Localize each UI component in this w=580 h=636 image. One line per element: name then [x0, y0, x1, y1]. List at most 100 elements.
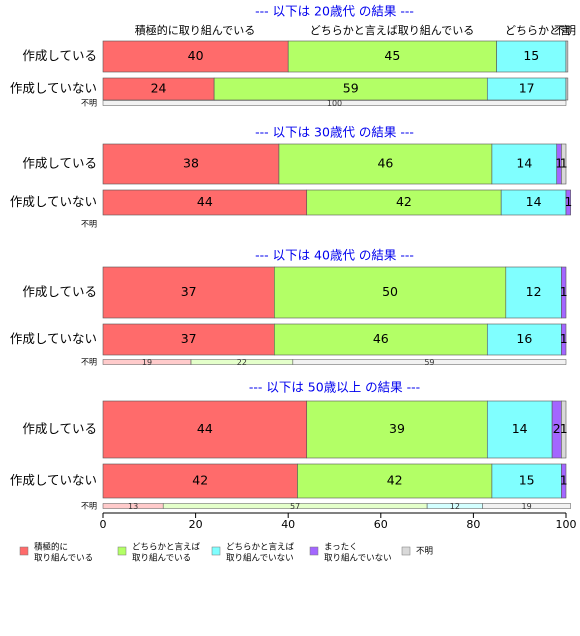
data-label: 37 [181, 284, 197, 299]
legend-swatch [117, 546, 127, 556]
data-label: 1 [560, 331, 568, 346]
unknown-segment [292, 359, 567, 365]
bar-segment [561, 143, 567, 185]
row-label: 作成していない [10, 473, 97, 488]
unknown-row-label: 不明 [81, 220, 97, 229]
unknown-row-label: 不明 [81, 358, 97, 367]
bar-segment [274, 323, 488, 356]
data-label: 1 [564, 194, 572, 209]
data-label: 14 [512, 421, 528, 436]
bar-segment [561, 400, 567, 459]
legend-swatch [19, 546, 29, 556]
unknown-data-label: 59 [424, 358, 434, 367]
data-label: 15 [523, 48, 539, 63]
legend-label: 取り組んでいない [226, 553, 294, 564]
unknown-data-label: 19 [522, 502, 532, 511]
row-label: 作成していない [10, 194, 97, 209]
bar-segment [306, 189, 502, 216]
legend-swatch [309, 546, 319, 556]
unknown-row-label: 不明 [81, 99, 97, 108]
data-label: 1 [560, 421, 568, 436]
legend-label: まったく [324, 543, 358, 553]
data-label: 14 [516, 156, 532, 171]
bar-segment [491, 143, 558, 185]
legend-label: どちらかと言えば [226, 542, 295, 553]
row-label: 作成している [22, 156, 97, 171]
data-label: 50 [382, 284, 398, 299]
data-label: 17 [519, 81, 535, 96]
legend-swatch [211, 546, 221, 556]
unknown-data-label: 100 [327, 99, 342, 108]
bar-segment [102, 189, 308, 216]
panel-title: --- 以下は 40歳代 の結果 --- [255, 248, 414, 263]
header-label-1: 積極的に取り組んでいる [135, 23, 255, 37]
x-tick-label: 0 [100, 518, 107, 531]
data-label: 44 [197, 421, 213, 436]
data-label: 39 [389, 421, 405, 436]
bar-segment [565, 40, 569, 73]
bar-segment [565, 189, 571, 216]
row-label: 作成している [22, 284, 97, 299]
panel-title: --- 以下は 50歳以上 の結果 --- [249, 380, 420, 395]
bar-segment [278, 143, 493, 185]
bar-segment [102, 323, 275, 356]
bar-segment [565, 77, 569, 101]
data-label: 42 [387, 473, 403, 488]
data-label: 1 [555, 156, 563, 171]
bar-segment [500, 189, 567, 216]
legend-swatch [401, 546, 411, 556]
data-label: 14 [526, 194, 542, 209]
legend-label: 取り組んでいる [34, 553, 93, 564]
bar-segment [274, 266, 507, 319]
panel-title: --- 以下は 30歳代 の結果 --- [255, 125, 414, 140]
unknown-data-label: 19 [142, 358, 152, 367]
legend-label: 取り組んでいる [132, 553, 191, 564]
x-tick-label: 80 [466, 518, 480, 531]
unknown-data-label: 22 [237, 358, 247, 367]
data-label: 1 [560, 156, 568, 171]
x-tick-label: 60 [374, 518, 388, 531]
x-tick-label: 20 [189, 518, 203, 531]
header-label-4: 不明 [554, 24, 576, 37]
legend-label: 取り組んでいない [324, 553, 392, 564]
data-label: 15 [519, 473, 535, 488]
data-label: 45 [384, 48, 400, 63]
x-tick-label: 100 [556, 518, 577, 531]
data-label: 44 [197, 194, 213, 209]
data-label: 42 [192, 473, 208, 488]
unknown-data-label: 57 [290, 502, 300, 511]
data-label: 37 [181, 331, 197, 346]
data-label: 2 [553, 421, 561, 436]
unknown-segment [482, 503, 571, 509]
data-label: 1 [560, 473, 568, 488]
unknown-row-label: 不明 [81, 502, 97, 511]
data-label: 42 [396, 194, 412, 209]
x-tick-label: 40 [281, 518, 295, 531]
header-label-2: どちらかと言えば取り組んでいる [310, 24, 474, 37]
bar-segment [102, 463, 298, 499]
bar-segment [561, 323, 567, 356]
data-label: 46 [377, 156, 393, 171]
unknown-data-label: 13 [128, 502, 138, 511]
panel-title: --- 以下は 20歳代 の結果 --- [255, 4, 414, 19]
unknown-segment [102, 100, 567, 106]
row-label: 作成していない [10, 331, 97, 346]
bar-segment [287, 40, 497, 73]
bar-segment [561, 266, 567, 319]
bar-segment [297, 463, 493, 499]
data-label: 40 [188, 48, 204, 63]
bar-segment [505, 266, 562, 319]
row-label: 作成している [22, 421, 97, 436]
data-label: 16 [516, 331, 532, 346]
data-label: 38 [183, 156, 199, 171]
legend-label: 積極的に [34, 542, 68, 553]
bar-segment [561, 463, 567, 499]
data-label: 1 [560, 284, 568, 299]
bar-segment [102, 400, 308, 459]
bar-segment [491, 463, 562, 499]
bar-segment [306, 400, 488, 459]
header-label-3: どちらかと言 [505, 24, 571, 37]
row-label: 作成していない [10, 81, 97, 96]
data-label: 12 [526, 284, 542, 299]
